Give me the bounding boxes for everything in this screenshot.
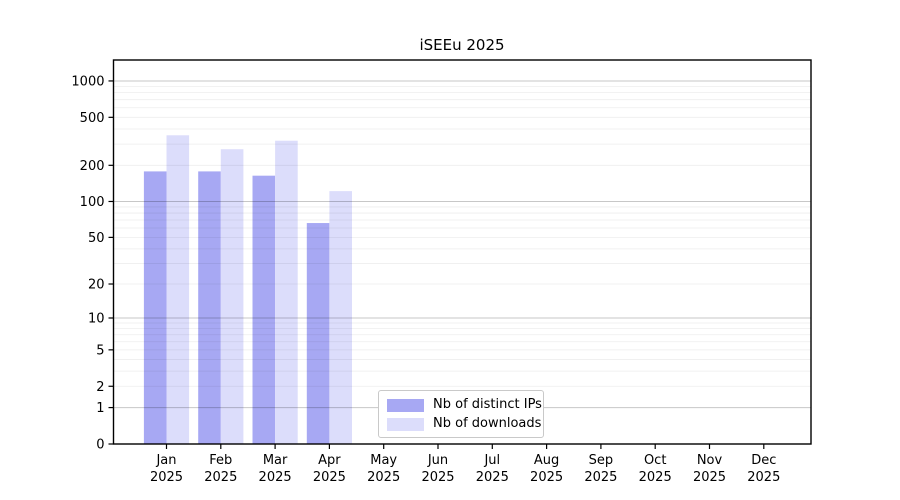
y-tick-label: 20 — [88, 278, 105, 293]
x-tick-label-month: Sep — [589, 453, 614, 468]
legend-item-downloads: Nb of downloads — [387, 416, 541, 432]
bar-downloads-apr — [329, 191, 352, 444]
x-tick-label-month: Aug — [534, 453, 559, 468]
legend-label-downloads: Nb of downloads — [433, 416, 542, 431]
x-tick-label-month: Feb — [209, 453, 232, 468]
x-tick-label-month: Dec — [751, 453, 776, 468]
y-tick-label: 200 — [80, 159, 105, 174]
bar-downloads-mar — [275, 140, 298, 444]
x-tick-label-month: Jun — [427, 453, 448, 468]
x-tick-label-year: 2025 — [259, 470, 292, 485]
y-tick-label: 0 — [96, 438, 104, 453]
x-tick-label-year: 2025 — [421, 470, 454, 485]
x-tick-label-month: Apr — [318, 453, 341, 468]
bar-downloads-feb — [220, 149, 244, 445]
legend-label-distinct-ips: Nb of distinct IPs — [433, 397, 542, 412]
y-tick-label: 1000 — [71, 74, 104, 89]
x-tick-label-year: 2025 — [150, 470, 183, 485]
legend-box: Nb of distinct IPs Nb of downloads — [378, 390, 544, 438]
y-tick-label: 50 — [88, 231, 105, 246]
x-tick-label-month: Mar — [263, 453, 288, 468]
x-tick-label-year: 2025 — [693, 470, 726, 485]
x-tick-label-year: 2025 — [747, 470, 780, 485]
legend-swatch-downloads — [387, 417, 424, 431]
x-tick-label-month: Oct — [644, 453, 666, 468]
plot-border — [112, 59, 812, 445]
x-tick-label-month: Jul — [483, 453, 500, 468]
chart-title: iSEEu 2025 — [419, 36, 505, 54]
y-tick-label: 2 — [96, 380, 104, 395]
x-tick-label-month: Jan — [155, 453, 176, 468]
bar-distinct-ips-mar — [252, 175, 276, 444]
x-tick-label-year: 2025 — [476, 470, 509, 485]
y-tick-label: 1 — [96, 401, 104, 416]
x-tick-label-year: 2025 — [584, 470, 617, 485]
bar-distinct-ips-apr — [306, 223, 330, 444]
x-tick-label-year: 2025 — [313, 470, 346, 485]
x-tick-label-month: May — [370, 453, 397, 468]
x-tick-label-year: 2025 — [530, 470, 563, 485]
legend-item-distinct-ips: Nb of distinct IPs — [387, 397, 542, 413]
y-tick-label: 100 — [80, 195, 105, 210]
y-tick-label: 5 — [96, 343, 104, 358]
bar-downloads-jan — [166, 135, 190, 445]
legend-swatch-distinct-ips — [387, 398, 424, 412]
x-tick-label-month: Nov — [697, 453, 723, 468]
y-tick-label: 10 — [88, 311, 105, 326]
x-tick-label-year: 2025 — [639, 470, 672, 485]
y-tick-label: 500 — [80, 111, 105, 126]
x-tick-label-year: 2025 — [367, 470, 400, 485]
bar-distinct-ips-jan — [143, 171, 167, 444]
x-tick-label-year: 2025 — [204, 470, 237, 485]
bar-distinct-ips-feb — [198, 171, 221, 444]
